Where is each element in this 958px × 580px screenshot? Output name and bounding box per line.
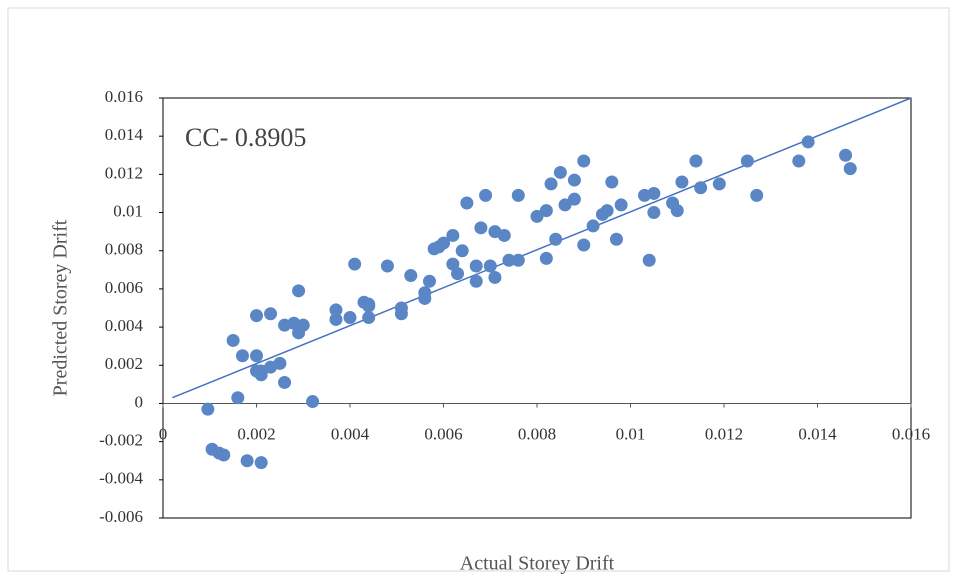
point [605, 175, 619, 189]
point [792, 154, 806, 168]
point [343, 311, 357, 325]
point [647, 206, 661, 220]
point [488, 270, 502, 284]
x-tick-label: 0.002 [237, 424, 275, 443]
point [235, 349, 249, 363]
point [670, 204, 684, 218]
point [530, 209, 544, 223]
y-tick-label: 0.016 [105, 87, 143, 106]
point [469, 274, 483, 288]
y-tick-label: 0 [135, 392, 144, 411]
point [329, 312, 343, 326]
point [306, 395, 320, 409]
point [614, 198, 628, 212]
x-axis-title: Actual Storey Drift [460, 553, 615, 575]
chart-frame [7, 7, 950, 572]
point [451, 267, 465, 281]
point [254, 456, 268, 470]
point [577, 154, 591, 168]
trendline [172, 97, 912, 399]
point [567, 173, 581, 187]
point [296, 318, 310, 332]
point [558, 198, 572, 212]
point [250, 349, 263, 363]
point [609, 232, 623, 246]
y-tick-label: -0.004 [99, 469, 143, 488]
y-axis-title: Predicted Storey Drift [50, 219, 72, 396]
x-tick-label: 0.014 [798, 424, 837, 443]
point [539, 251, 553, 265]
point [483, 259, 497, 273]
point [329, 303, 343, 317]
point [422, 274, 436, 288]
point [600, 204, 614, 218]
x-tick-label: 0.006 [424, 424, 462, 443]
point [404, 269, 418, 283]
point [497, 228, 511, 242]
point [362, 311, 376, 325]
point [380, 259, 394, 273]
y-tick-label: 0.012 [105, 163, 143, 182]
point [549, 232, 563, 246]
point [418, 291, 432, 305]
point [675, 175, 689, 189]
point [479, 188, 493, 202]
y-tick-label: 0.014 [105, 125, 144, 144]
point [362, 299, 376, 313]
point [217, 448, 231, 462]
point [694, 181, 708, 195]
y-tick-label: 0.002 [105, 354, 143, 373]
point [250, 309, 263, 323]
y-tick-label: -0.002 [99, 431, 143, 450]
x-tick-label: 0.012 [705, 424, 743, 443]
point [502, 253, 516, 267]
point [712, 177, 726, 191]
point [801, 135, 815, 149]
point [240, 454, 254, 468]
point [469, 259, 483, 273]
point [455, 244, 469, 258]
point [647, 186, 661, 200]
point [292, 284, 306, 298]
point [446, 228, 460, 242]
point [348, 257, 362, 271]
point [231, 391, 245, 405]
x-tick-label: 0.004 [331, 424, 370, 443]
point [839, 148, 853, 162]
plot-frame [162, 97, 912, 519]
x-tick-label: 0.01 [616, 424, 646, 443]
annotation: CC- 0.8905 [185, 123, 306, 152]
point [474, 221, 488, 235]
y-tick-label: 0.01 [113, 201, 143, 220]
point [586, 219, 600, 233]
point [273, 356, 287, 370]
point [394, 307, 408, 321]
point [567, 192, 581, 206]
x-tick-label: 0.016 [892, 424, 930, 443]
point [201, 402, 215, 416]
point [544, 177, 558, 191]
x-tick-label: 0.008 [518, 424, 556, 443]
y-tick-label: -0.006 [99, 507, 143, 526]
point [226, 333, 240, 347]
point [577, 238, 591, 252]
point [843, 162, 857, 176]
point [460, 196, 474, 210]
point [642, 253, 656, 267]
point [264, 307, 278, 321]
y-tick-label: 0.006 [105, 278, 143, 297]
point [511, 188, 525, 202]
y-tick-label: 0.004 [105, 316, 144, 335]
point [511, 253, 525, 267]
point [437, 236, 450, 250]
point [539, 204, 553, 218]
point [553, 165, 567, 179]
point [689, 154, 703, 168]
y-tick-label: 0.008 [105, 240, 143, 259]
point [750, 188, 764, 202]
x-tick-label: 0 [159, 424, 168, 443]
point [278, 375, 292, 389]
point [740, 154, 754, 168]
